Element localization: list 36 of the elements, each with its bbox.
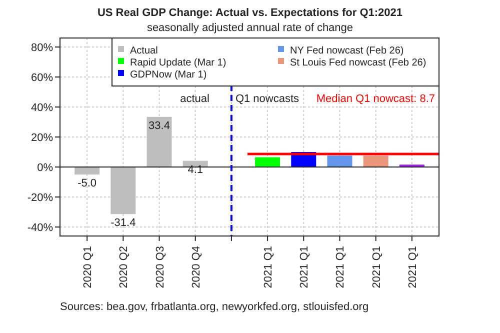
- source-note: Sources: bea.gov, frbatlanta.org, newyorkfed.org, stlouisfed.org: [60, 301, 369, 313]
- y-tick-label: -40%: [27, 222, 54, 234]
- chart-title: US Real GDP Change: Actual vs. Expectations for Q1:2021: [97, 7, 403, 19]
- x-tick-label: 2021 Q1: [298, 246, 311, 288]
- bar: [146, 116, 172, 167]
- annotation: actual: [180, 93, 210, 105]
- x-tick-label: 2020 Q2: [118, 246, 130, 288]
- legend-label: NY Fed nowcast (Feb 26): [290, 46, 404, 56]
- y-tick-label: -20%: [27, 192, 54, 204]
- data-label: -31.4: [110, 217, 136, 230]
- y-tick-label: 40%: [30, 102, 54, 114]
- bar: [74, 167, 100, 174]
- bar: [255, 157, 280, 167]
- y-tick-label: 0%: [37, 162, 54, 174]
- x-tick-label: 2021 Q1: [262, 246, 275, 288]
- legend-label: St Louis Fed nowcast (Feb 26): [290, 58, 426, 68]
- bar: [363, 156, 388, 167]
- ref-line-label: Median Q1 nowcast: 8.7: [316, 93, 435, 105]
- legend-label: Rapid Update (Mar 1): [130, 58, 226, 68]
- y-tick-label: 80%: [30, 42, 54, 54]
- x-tick-label: 2021 Q1: [370, 246, 383, 288]
- y-tick-label: 20%: [30, 132, 54, 144]
- annotation: Q1 nowcasts: [235, 93, 300, 105]
- x-tick-label: 2020 Q4: [190, 246, 202, 288]
- x-tick-label: 2021 Q1: [334, 246, 347, 288]
- data-label: 33.4: [148, 120, 170, 132]
- data-label: -5.0: [78, 178, 97, 190]
- legend-label: Actual: [130, 46, 158, 56]
- chart-subtitle: seasonally adjusted annual rate of change: [146, 22, 354, 34]
- x-tick-label: 2020 Q3: [154, 246, 166, 288]
- bar: [327, 156, 352, 167]
- x-tick-label: 2020 Q1: [82, 246, 94, 288]
- bar: [110, 167, 136, 214]
- x-tick-label: 2021 Q1: [406, 246, 419, 288]
- y-tick-label: 60%: [30, 72, 54, 84]
- legend-label: GDPNow (Mar 1): [130, 70, 207, 80]
